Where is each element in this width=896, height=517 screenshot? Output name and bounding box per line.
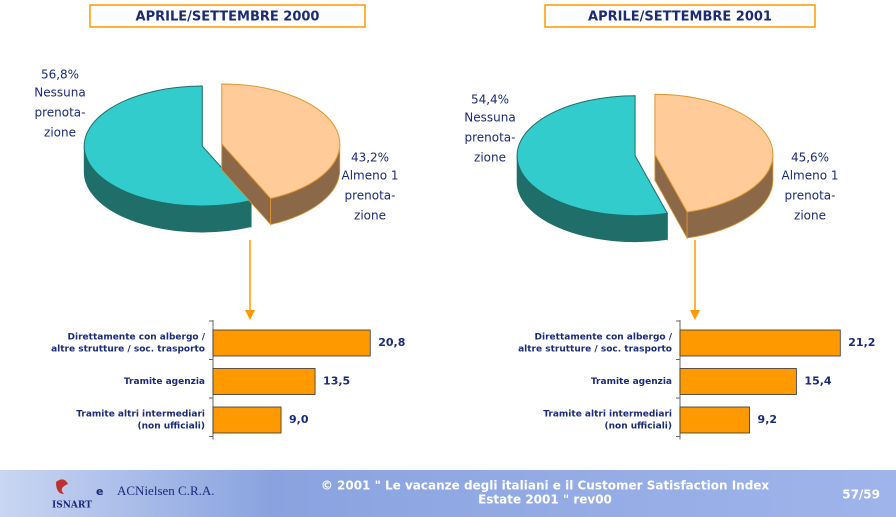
category-label: zione [44,126,76,140]
category-label: (non ufficiali) [605,422,672,432]
slice [221,83,341,226]
value-label: 20,8 [378,336,405,349]
slice-top [221,83,341,200]
title-box [89,4,366,28]
slice [654,93,774,240]
category-label: Nessuna [464,111,515,125]
footer-line1: © 2001 " Le vacanze degli italiani e il … [321,479,770,493]
category-label: Almeno 1 [341,169,398,183]
bar [212,368,316,395]
value-label: 54,4% [471,93,509,107]
category-label: altre strutture / soc. trasporto [51,345,205,355]
title-box [544,4,816,28]
category-label: zione [354,209,386,223]
bar [679,406,750,434]
category-label: Tramite altri intermediari [543,410,672,420]
category-label: zione [474,151,506,165]
isnart-logo: ISNART [52,501,92,511]
slice-top [83,85,253,207]
chart-title: APRILE/SETTEMBRE 2001 [588,10,772,25]
value-label: 9,0 [289,413,309,426]
footer-band [0,470,896,517]
value-label: 56,8% [41,68,79,82]
footer-line2: Estate 2001 " rev00 [478,493,612,507]
category-label: Almeno 1 [781,169,838,183]
category-label: prenota- [464,131,515,145]
value-label: 43,2% [351,151,389,165]
slice-top [654,93,774,213]
arrow-head [690,310,700,320]
bar [679,329,841,357]
category-label: altre strutture / soc. trasporto [518,345,672,355]
category-label: Tramite agenzia [124,377,205,387]
bar [679,368,797,395]
category-label: (non ufficiali) [138,422,205,432]
value-label: 21,2 [848,336,875,349]
category-label: prenota- [784,189,835,203]
value-label: 13,5 [323,375,350,388]
arrow-head [245,310,255,320]
chart-title: APRILE/SETTEMBRE 2000 [136,10,320,25]
category-label: prenota- [344,189,395,203]
bar [212,406,282,434]
partner: ACNielsen C.R.A. [117,483,215,498]
category-label: zione [794,209,826,223]
category-label: Direttamente con albergo / [68,333,206,343]
and: e [96,485,103,498]
category-label: prenota- [34,106,85,120]
slice-top [516,95,669,217]
category-label: Tramite agenzia [591,377,672,387]
value-label: 45,6% [791,151,829,165]
slice [83,85,253,233]
category-label: Tramite altri intermediari [76,410,205,420]
category-label: Direttamente con albergo / [535,333,673,343]
slice [516,95,669,243]
category-label: Nessuna [34,86,85,100]
value-label: 15,4 [804,375,831,388]
page-number: 57/59 [842,488,880,502]
bar [212,329,371,357]
value-label: 9,2 [758,413,778,426]
logo-icon [56,479,68,494]
